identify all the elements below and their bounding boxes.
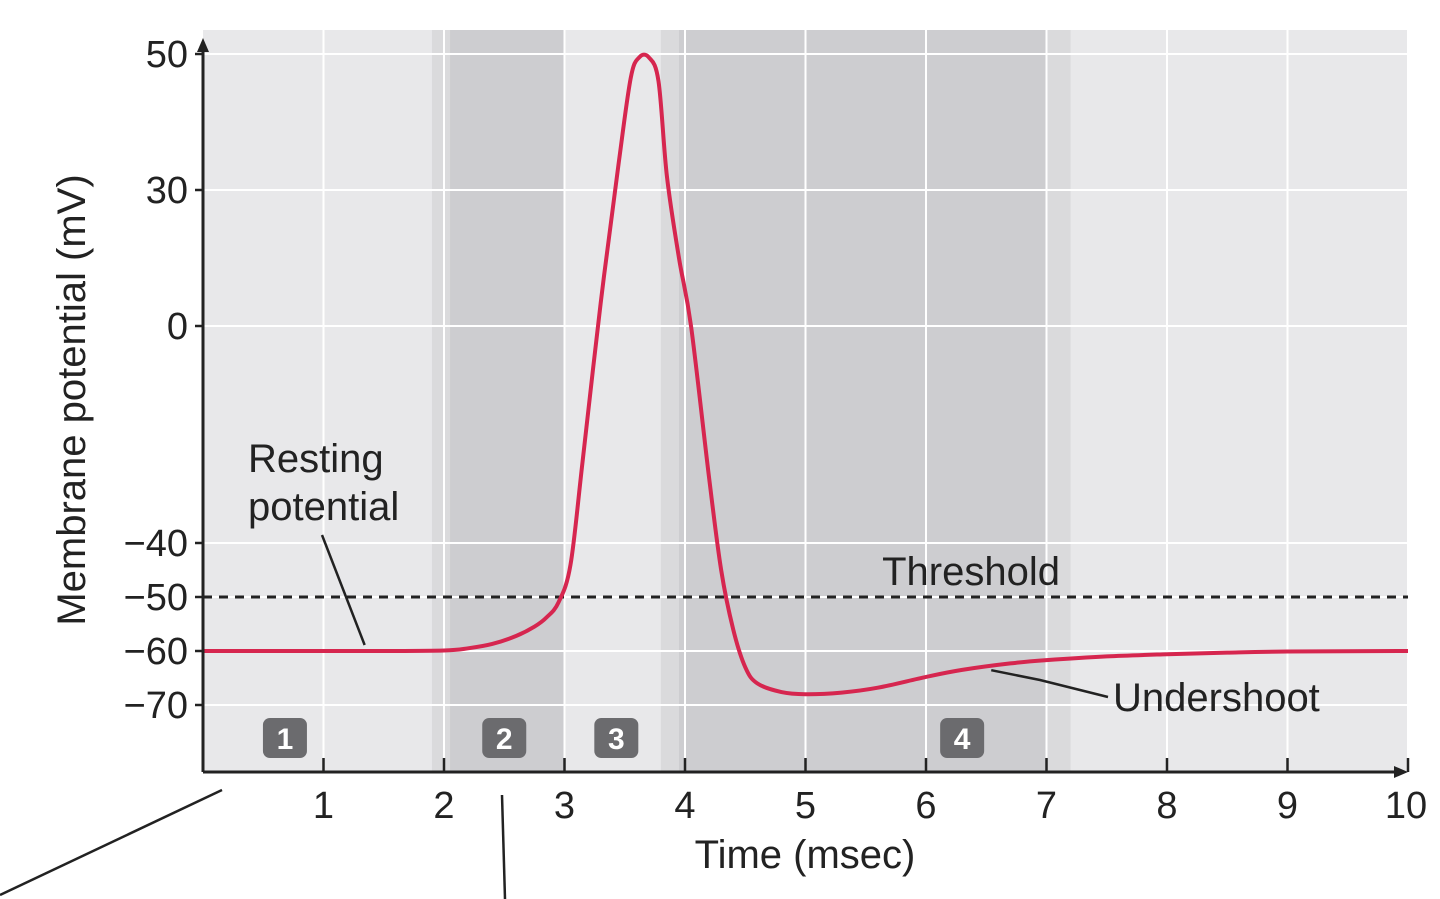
resting-potential-leader — [320, 534, 366, 646]
y-tick-label: 0 — [167, 306, 188, 348]
y-tick-label: −40 — [124, 523, 188, 565]
callout-line-left — [0, 788, 223, 897]
x-tick-label: 3 — [554, 785, 575, 827]
y-tick-labels: 50 30 0 −40 −50 −60 −70 — [124, 34, 203, 727]
x-tick-label: 8 — [1156, 785, 1177, 827]
phase-badge-box — [482, 718, 527, 758]
phase-band — [660, 30, 679, 772]
callout-line-middle — [500, 794, 507, 899]
x-tick-label: 6 — [915, 785, 936, 827]
x-tick-labels: 1 2 3 4 5 6 7 8 9 10 — [313, 758, 1427, 827]
membrane-potential-line — [202, 52, 1409, 697]
y-tick-label: 50 — [146, 34, 188, 76]
resting-potential-label-line: Resting — [248, 437, 384, 481]
phase-badge-number: 2 — [496, 723, 513, 756]
x-tick-label: 2 — [433, 785, 454, 827]
phase-badge: 1 — [262, 718, 307, 758]
y-tick-label: −50 — [124, 577, 188, 619]
resting-potential-label: Resting potential — [248, 437, 399, 529]
phase-badge-number: 3 — [608, 723, 625, 756]
x-tick-label: 10 — [1385, 785, 1427, 827]
y-axis-title: Membrane potential (mV) — [50, 174, 94, 625]
y-tick-label: −70 — [124, 685, 188, 727]
phase-badge-number: 1 — [277, 723, 294, 756]
leader-lines — [0, 788, 507, 899]
phase-badge-box — [262, 718, 307, 758]
phase-badge-box — [594, 718, 639, 758]
phase-band — [431, 30, 451, 772]
phase-bands — [431, 30, 1071, 772]
y-tick-label: −60 — [124, 631, 188, 673]
undershoot-label: Undershoot — [1113, 676, 1320, 720]
x-axis-title: Time (msec) — [695, 833, 916, 877]
x-tick-label: 7 — [1036, 785, 1057, 827]
x-tick-label: 1 — [313, 785, 334, 827]
phase-badges: 1 2 3 4 — [262, 718, 985, 758]
y-axis-arrow — [197, 38, 209, 52]
x-tick-label: 5 — [795, 785, 816, 827]
undershoot-leader — [991, 668, 1109, 699]
x-tick-label: 4 — [674, 785, 695, 827]
phase-band — [450, 30, 565, 772]
annotations: Resting potential Undershoot — [248, 437, 1320, 720]
phase-badge-number: 4 — [954, 723, 971, 756]
phase-badge: 4 — [940, 718, 985, 758]
phase-badge: 3 — [594, 718, 639, 758]
resting-potential-label-line: potential — [248, 485, 399, 529]
x-axis-arrow — [1394, 766, 1408, 778]
phase-badge-box — [940, 718, 985, 758]
phase-band — [1046, 30, 1071, 772]
phase-badge: 2 — [482, 718, 527, 758]
threshold-label: Threshold — [882, 550, 1060, 594]
x-tick-label: 9 — [1277, 785, 1298, 827]
phase-band — [678, 30, 1047, 772]
y-tick-label: 30 — [146, 170, 188, 212]
